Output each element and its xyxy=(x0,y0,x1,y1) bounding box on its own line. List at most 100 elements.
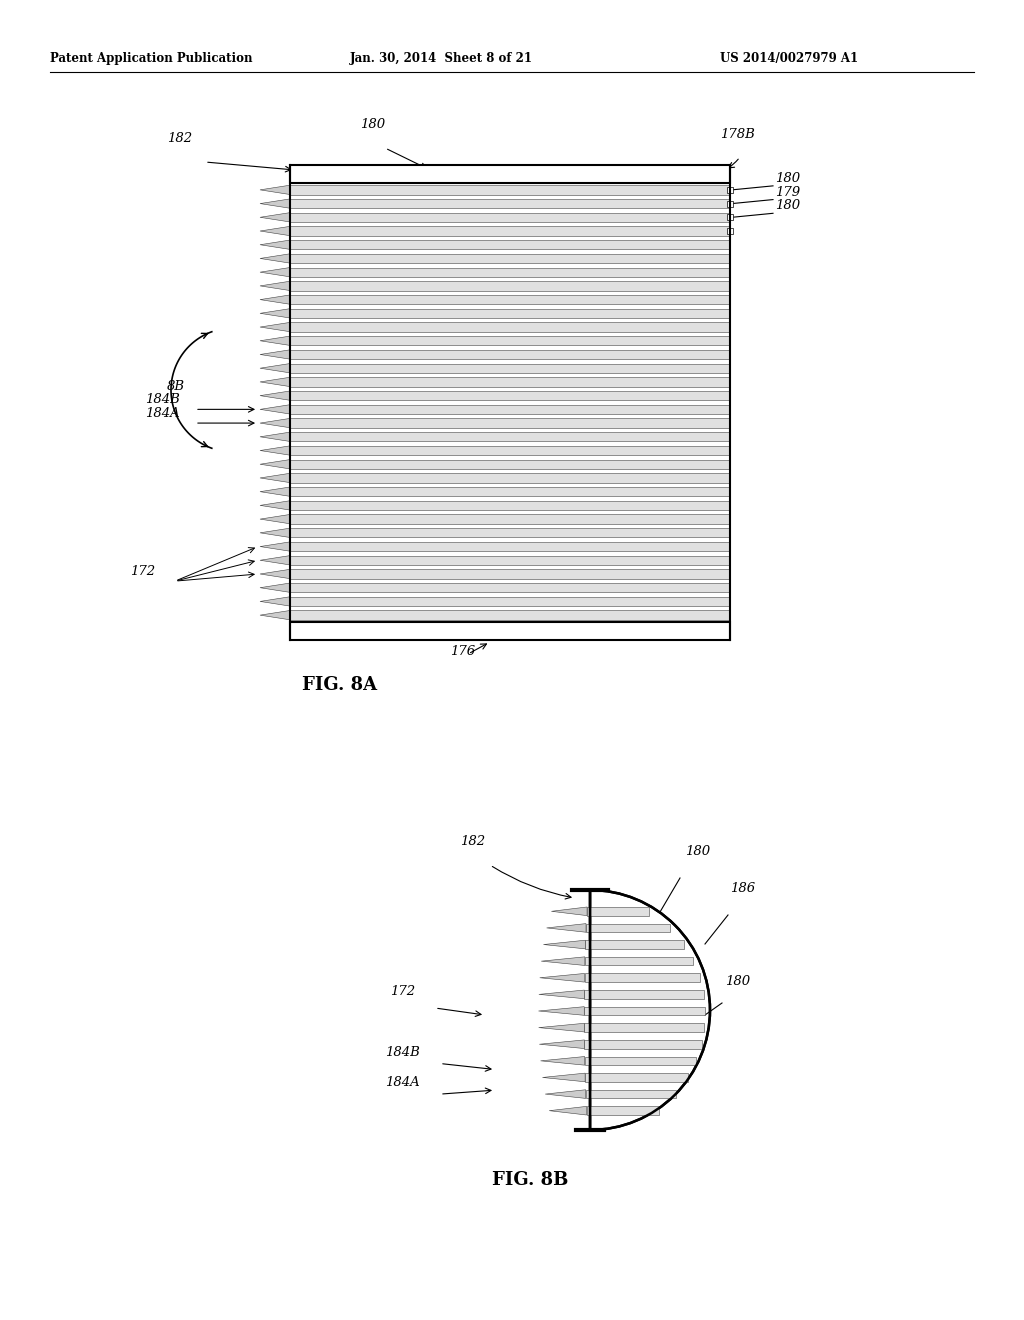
Polygon shape xyxy=(260,322,290,331)
Polygon shape xyxy=(549,1106,587,1115)
Text: 176: 176 xyxy=(450,645,475,657)
Bar xyxy=(290,446,730,455)
Bar xyxy=(290,185,730,194)
Polygon shape xyxy=(543,1073,585,1082)
Bar xyxy=(290,165,730,183)
Bar xyxy=(290,253,730,263)
Polygon shape xyxy=(260,363,290,372)
Bar xyxy=(587,1106,658,1115)
Bar xyxy=(727,228,733,234)
Bar xyxy=(290,405,730,414)
Polygon shape xyxy=(540,1040,585,1048)
Bar xyxy=(585,1040,701,1048)
Bar xyxy=(290,213,730,222)
Bar xyxy=(290,350,730,359)
Bar xyxy=(290,281,730,290)
Bar xyxy=(586,1090,676,1098)
Text: 184B: 184B xyxy=(145,393,180,407)
Polygon shape xyxy=(260,405,290,414)
Bar xyxy=(290,474,730,483)
Polygon shape xyxy=(260,294,290,305)
Bar xyxy=(290,363,730,372)
Text: 184B: 184B xyxy=(385,1045,420,1059)
Bar xyxy=(290,309,730,318)
Bar xyxy=(727,214,733,220)
Bar xyxy=(290,199,730,209)
Bar xyxy=(290,528,730,537)
Bar xyxy=(585,973,699,982)
Polygon shape xyxy=(542,957,585,965)
Text: 186: 186 xyxy=(730,882,755,895)
Polygon shape xyxy=(260,446,290,455)
Polygon shape xyxy=(260,597,290,606)
Polygon shape xyxy=(260,309,290,318)
Bar xyxy=(290,294,730,305)
Polygon shape xyxy=(260,459,290,469)
Polygon shape xyxy=(260,350,290,359)
Polygon shape xyxy=(260,474,290,483)
Bar xyxy=(290,432,730,441)
Polygon shape xyxy=(539,1023,585,1032)
Text: 182: 182 xyxy=(460,836,485,847)
Polygon shape xyxy=(260,391,290,400)
Bar xyxy=(290,487,730,496)
Bar xyxy=(290,268,730,277)
Polygon shape xyxy=(260,226,290,236)
Bar xyxy=(585,990,703,999)
Text: 180: 180 xyxy=(360,117,385,131)
Bar xyxy=(290,418,730,428)
Text: 180: 180 xyxy=(775,172,800,185)
Polygon shape xyxy=(260,432,290,441)
Bar xyxy=(290,597,730,606)
Polygon shape xyxy=(539,990,585,999)
Text: 172: 172 xyxy=(390,985,415,998)
Bar xyxy=(587,907,649,916)
Bar xyxy=(290,322,730,331)
Polygon shape xyxy=(260,378,290,387)
Text: FIG. 8B: FIG. 8B xyxy=(492,1171,568,1189)
Bar xyxy=(585,1023,705,1032)
Text: 8B: 8B xyxy=(167,380,185,393)
Text: 180: 180 xyxy=(685,845,710,858)
Bar xyxy=(290,337,730,346)
Text: 180: 180 xyxy=(725,975,751,987)
Polygon shape xyxy=(260,213,290,222)
Polygon shape xyxy=(541,1056,585,1065)
Bar xyxy=(290,543,730,552)
Polygon shape xyxy=(544,940,586,949)
Polygon shape xyxy=(260,281,290,290)
Bar xyxy=(290,226,730,236)
Bar xyxy=(290,556,730,565)
Polygon shape xyxy=(260,583,290,593)
Text: 178B: 178B xyxy=(720,128,755,141)
Bar xyxy=(290,610,730,620)
Polygon shape xyxy=(260,253,290,263)
Text: 184A: 184A xyxy=(145,407,180,420)
Text: 180: 180 xyxy=(775,199,800,213)
Polygon shape xyxy=(260,268,290,277)
Polygon shape xyxy=(539,1007,585,1015)
Polygon shape xyxy=(260,556,290,565)
Polygon shape xyxy=(260,528,290,537)
Polygon shape xyxy=(260,240,290,249)
Text: Jan. 30, 2014  Sheet 8 of 21: Jan. 30, 2014 Sheet 8 of 21 xyxy=(350,51,534,65)
Polygon shape xyxy=(260,500,290,510)
Polygon shape xyxy=(540,973,585,982)
Polygon shape xyxy=(260,543,290,552)
Bar xyxy=(290,569,730,578)
Text: US 2014/0027979 A1: US 2014/0027979 A1 xyxy=(720,51,858,65)
Text: 179: 179 xyxy=(775,186,800,198)
Polygon shape xyxy=(260,337,290,346)
Bar xyxy=(290,515,730,524)
Bar xyxy=(585,1073,688,1082)
Polygon shape xyxy=(551,907,587,916)
Bar xyxy=(727,187,733,193)
Polygon shape xyxy=(260,515,290,524)
Bar xyxy=(290,500,730,510)
Polygon shape xyxy=(260,569,290,578)
Text: FIG. 8A: FIG. 8A xyxy=(302,676,378,694)
Polygon shape xyxy=(260,199,290,209)
Bar xyxy=(290,240,730,249)
Wedge shape xyxy=(590,890,710,1130)
Bar xyxy=(585,1056,696,1065)
